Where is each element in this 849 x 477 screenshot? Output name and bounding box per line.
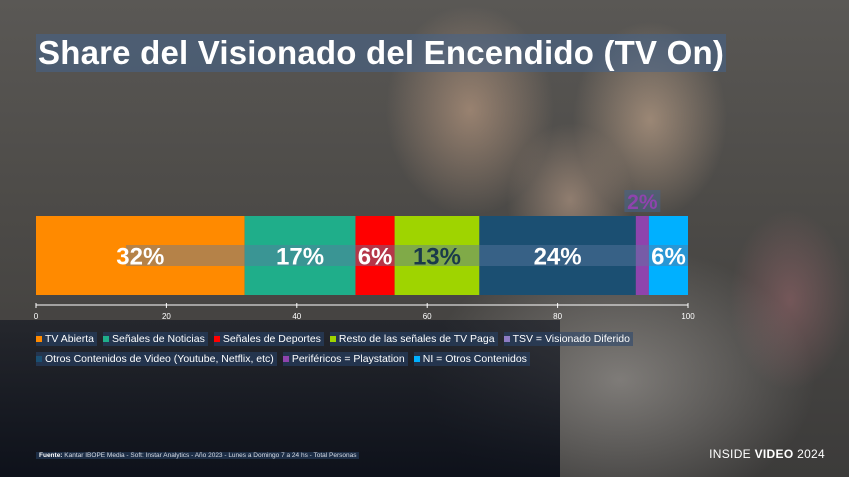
legend-label: TV Abierta <box>45 333 95 345</box>
background-tv-shadow <box>0 320 560 477</box>
x-tick-label-0: 0 <box>34 312 39 321</box>
data-label-perifericos-playstation: 2% <box>627 191 658 214</box>
x-tick-label-80: 80 <box>553 312 562 321</box>
legend-item: Resto de las señales de TV Paga <box>329 332 498 346</box>
chart-legend: TV Abierta Señales de Noticias Señales de … <box>36 332 676 372</box>
bar-segment-tv-abierta <box>36 216 245 295</box>
source-footnote: Fuente: Kantar IBOPE Media - Soft: Insta… <box>36 452 360 459</box>
legend-label: Periféricos = Playstation <box>291 353 405 365</box>
bar-segment-resto-de-las-senales-de-tv-paga <box>394 216 480 295</box>
bar-segment-otros-contenidos-de-video-youtube-netflix-etc <box>479 216 636 295</box>
legend-item: Señales de Noticias <box>103 332 208 346</box>
legend-item: Otros Contenidos de Video (Youtube, Netf… <box>36 352 277 366</box>
brand-year: 2024 <box>797 447 825 461</box>
legend-item: Señales de Deportes <box>213 332 324 346</box>
x-tick-label-20: 20 <box>162 312 171 321</box>
legend-swatch <box>36 356 42 362</box>
bar-segment-senales-de-deportes <box>355 216 395 295</box>
legend-label: TSV = Visionado Diferido <box>512 333 630 345</box>
legend-swatch <box>282 356 289 362</box>
brand-strong: VIDEO <box>754 447 794 461</box>
legend-label: Señales de Noticias <box>112 333 205 345</box>
data-label-ni-otros-contenidos: 6% <box>651 244 686 271</box>
page-title: Share del Visionado del Encendido (TV On… <box>36 34 727 72</box>
brand-logo: INSIDE VIDEO 2024 <box>709 447 825 461</box>
bar-segment-perifericos-playstation <box>635 216 649 295</box>
legend-row: TV Abierta Señales de Noticias Señales de … <box>36 332 676 346</box>
legend-swatch <box>103 336 110 342</box>
legend-label: Otros Contenidos de Video (Youtube, Netf… <box>45 353 274 365</box>
legend-swatch <box>36 336 42 342</box>
data-label-tv-abierta: 32% <box>116 244 164 271</box>
legend-row: Otros Contenidos de Video (Youtube, Netf… <box>36 352 676 366</box>
legend-swatch <box>213 336 220 342</box>
legend-swatch <box>503 336 510 342</box>
legend-label: NI = Otros Contenidos <box>422 353 527 365</box>
legend-item: TV Abierta <box>36 332 98 346</box>
source-label: Fuente: <box>39 452 63 459</box>
data-label-bg-perifericos-playstation <box>624 190 661 212</box>
x-tick-label-100: 100 <box>681 312 695 321</box>
data-label-resto-de-las-senales-de-tv-paga: 13% <box>413 244 461 271</box>
brand-prefix: INSIDE <box>709 447 751 461</box>
legend-item: TSV = Visionado Diferido <box>503 332 633 346</box>
legend-swatch <box>329 336 336 342</box>
legend-label: Resto de las señales de TV Paga <box>338 333 495 345</box>
data-label-otros-contenidos-de-video-youtube-netflix-etc: 24% <box>534 244 582 271</box>
label-band <box>126 245 688 266</box>
source-text: Kantar IBOPE Media - Soft: Instar Analyt… <box>64 452 357 459</box>
legend-item: Periféricos = Playstation <box>282 352 408 366</box>
bar-segment-ni-otros-contenidos <box>648 216 688 295</box>
legend-label: Señales de Deportes <box>222 333 321 345</box>
legend-swatch <box>413 356 420 362</box>
legend-item: NI = Otros Contenidos <box>413 352 530 366</box>
x-tick-label-60: 60 <box>423 312 432 321</box>
data-label-senales-de-noticias: 17% <box>276 244 324 271</box>
x-tick-label-40: 40 <box>292 312 301 321</box>
data-label-senales-de-deportes: 6% <box>358 244 393 271</box>
bar-segment-senales-de-noticias <box>244 216 356 295</box>
